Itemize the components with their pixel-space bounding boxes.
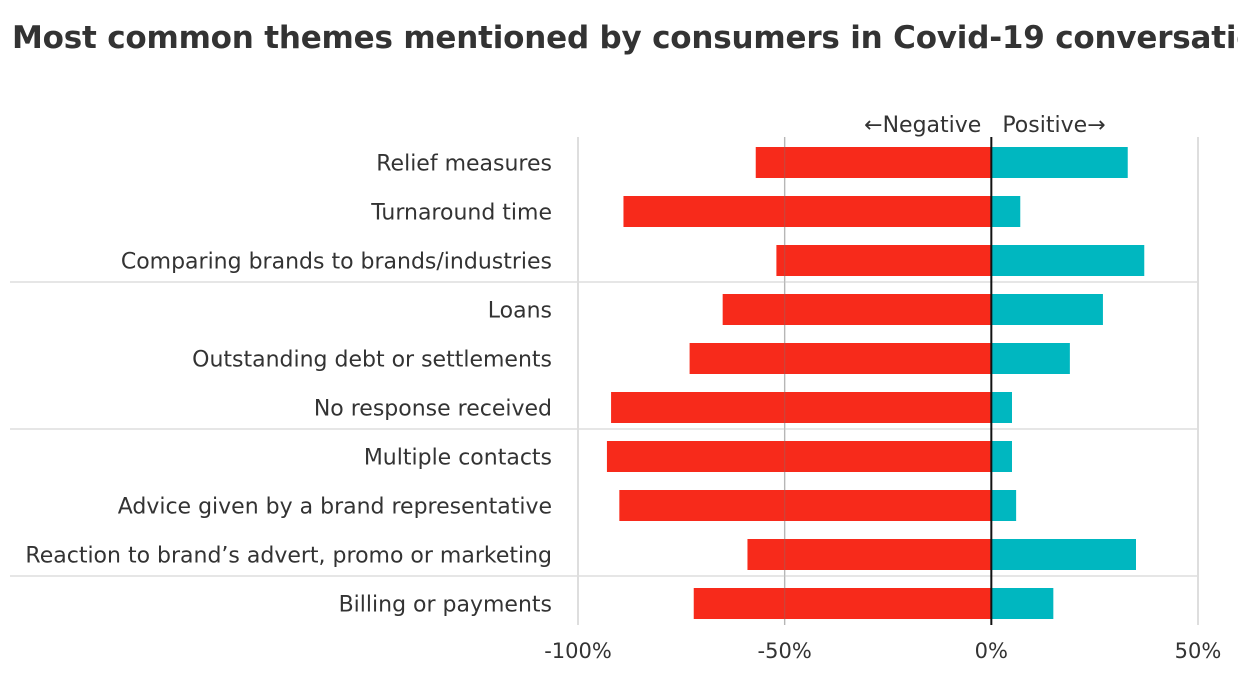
chart-title: Most common themes mentioned by consumer… <box>12 20 1238 56</box>
category-label: No response received <box>314 397 552 422</box>
category-label: Outstanding debt or settlements <box>192 348 552 373</box>
bar-negative-0 <box>755 147 992 178</box>
bar-negative-3 <box>722 294 992 325</box>
bar-positive-5 <box>991 392 1012 423</box>
category-label: Reaction to brand’s advert, promo or mar… <box>25 544 552 569</box>
bar-positive-7 <box>991 490 1017 521</box>
negative-direction-label: ←Negative <box>864 113 981 138</box>
bar-negative-6 <box>606 441 992 472</box>
x-tick-label: 0% <box>975 639 1008 663</box>
bar-negative-8 <box>747 539 992 570</box>
bar-negative-5 <box>611 392 992 423</box>
positive-direction-label: Positive→ <box>1002 113 1105 138</box>
x-tick-label: -50% <box>758 639 812 663</box>
category-label: Billing or payments <box>339 593 552 618</box>
x-tick-label: -100% <box>544 639 612 663</box>
bar-positive-4 <box>991 343 1070 374</box>
bar-positive-9 <box>991 588 1054 619</box>
category-label: Relief measures <box>376 152 552 177</box>
bar-positive-1 <box>991 196 1021 227</box>
category-label: Multiple contacts <box>364 446 552 471</box>
bar-negative-9 <box>693 588 992 619</box>
bar-negative-7 <box>619 490 992 521</box>
category-label: Comparing brands to brands/industries <box>121 250 552 275</box>
bar-positive-2 <box>991 245 1145 276</box>
bar-positive-0 <box>991 147 1128 178</box>
category-label: Turnaround time <box>370 201 552 226</box>
category-label: Loans <box>488 299 552 324</box>
bar-positive-6 <box>991 441 1012 472</box>
bar-positive-3 <box>991 294 1103 325</box>
bar-negative-4 <box>689 343 992 374</box>
bar-positive-8 <box>991 539 1136 570</box>
category-label: Advice given by a brand representative <box>118 495 552 520</box>
bar-negative-2 <box>776 245 992 276</box>
bar-negative-1 <box>623 196 992 227</box>
x-tick-label: 50% <box>1175 639 1222 663</box>
